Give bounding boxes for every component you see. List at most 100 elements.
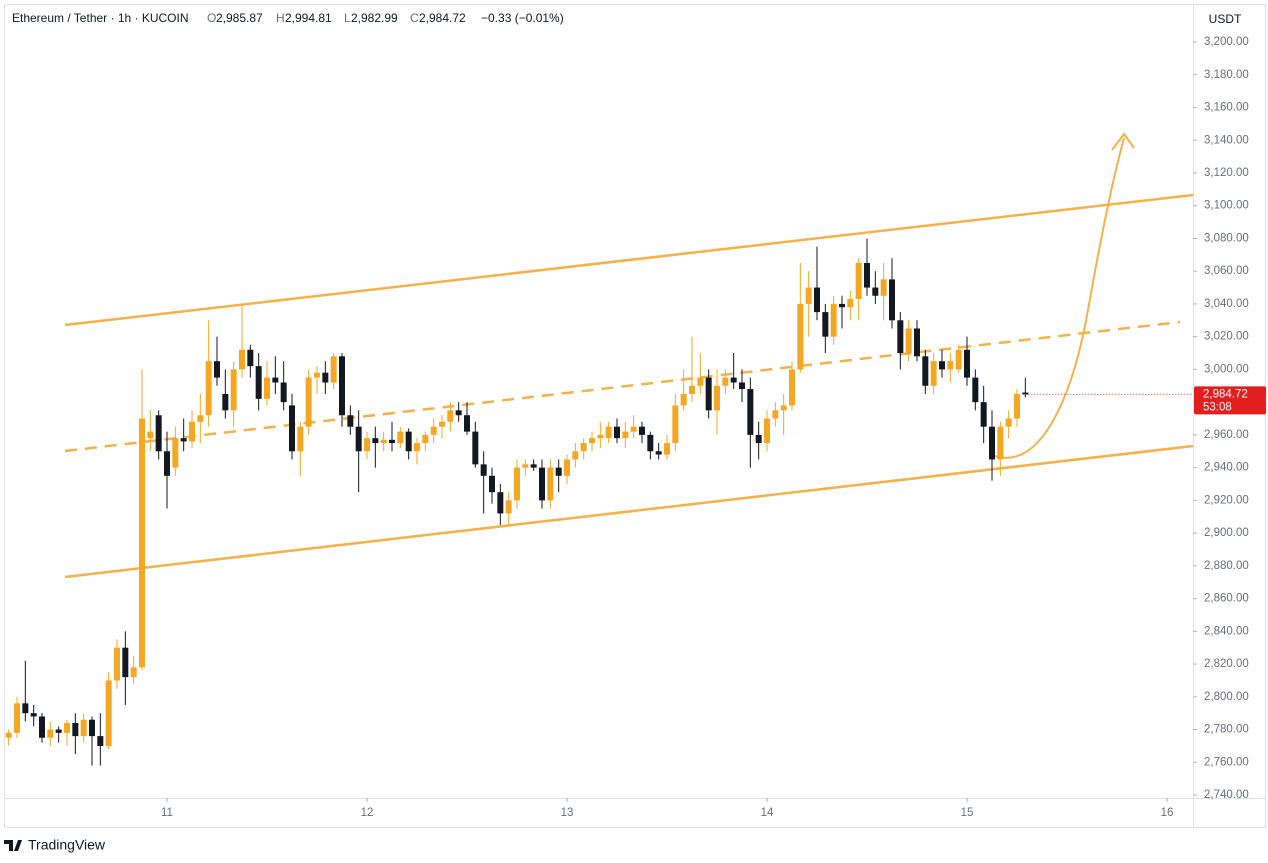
candle-body (180, 438, 187, 442)
y-tick-label: 2,780.00 (1204, 724, 1249, 736)
close-label: C (410, 11, 419, 25)
candle-body (955, 349, 962, 370)
candle-body (214, 361, 220, 378)
candle-body (997, 426, 1004, 460)
y-tick-label: 2,800.00 (1204, 691, 1249, 703)
x-tick-label: 14 (761, 807, 774, 819)
candle-body (47, 729, 54, 738)
open-value: 2,985.87 (216, 11, 263, 25)
candle-body (447, 410, 454, 422)
candle-body (789, 369, 795, 406)
y-tick-label: 3,080.00 (1204, 232, 1249, 244)
candle-body (472, 431, 479, 465)
candles (5, 238, 1029, 766)
candle-body (14, 703, 20, 733)
y-tick-label: 2,960.00 (1204, 429, 1249, 441)
y-tick-label: 3,180.00 (1204, 69, 1249, 81)
channel-lower (64, 444, 1194, 579)
candle-body (414, 443, 420, 452)
candle-body (622, 431, 629, 439)
candle-body (905, 328, 912, 354)
candle-body (230, 369, 237, 411)
y-tick-label: 3,060.00 (1204, 265, 1249, 277)
candle-body (897, 320, 904, 354)
candle-body (147, 431, 154, 439)
y-tick-label: 3,160.00 (1204, 102, 1249, 114)
candle-body (139, 418, 145, 668)
candle-body (480, 464, 487, 476)
candle-body (814, 287, 820, 313)
candle-body (547, 467, 554, 501)
candle-body (664, 443, 670, 455)
candle-body (597, 434, 604, 439)
candle-body (289, 405, 295, 452)
candle-body (589, 438, 595, 444)
projection-arrow (994, 137, 1125, 459)
candle-body (989, 426, 995, 460)
candle-body (1022, 392, 1029, 395)
candle-body (822, 312, 829, 337)
candle-body (939, 361, 945, 370)
y-tick-label: 2,920.00 (1204, 494, 1249, 506)
candle-body (339, 356, 345, 416)
last-price-box (1194, 386, 1266, 415)
candle-body (914, 328, 920, 357)
candle-body (847, 299, 854, 308)
candle-body (297, 426, 304, 452)
x-tick-label: 16 (1161, 807, 1174, 819)
candle-body (614, 426, 620, 439)
candle-body (864, 262, 870, 288)
candle-body (239, 349, 245, 370)
candle-body (639, 426, 645, 435)
y-tick-label: 2,880.00 (1204, 560, 1249, 572)
candle-body (764, 418, 770, 444)
frame (4, 4, 1266, 828)
candle-body (422, 434, 429, 444)
channel-drawing (64, 132, 1194, 579)
candle-body (364, 438, 370, 452)
y-tick-label: 2,760.00 (1204, 756, 1249, 768)
candle-body (64, 723, 70, 733)
close-value: 2,984.72 (419, 11, 466, 25)
candle-body (972, 377, 979, 403)
symbol-title: Ethereum / Tether · 1h · KUCOIN (12, 11, 189, 25)
candle-body (347, 415, 354, 427)
candle-body (747, 389, 754, 435)
brand-name: TradingView (28, 837, 106, 853)
candle-body (80, 719, 87, 737)
open-label: O (207, 11, 216, 25)
last-price-label: 2,984.72 (1203, 388, 1248, 400)
candle-body (497, 492, 504, 514)
candle-body (680, 393, 687, 406)
candle-body (105, 680, 112, 746)
candle-body (922, 356, 929, 386)
candle-body (372, 438, 379, 444)
candle-body (489, 475, 495, 493)
x-tick-label: 15 (961, 807, 974, 819)
candle-body (72, 723, 79, 737)
candle-body (505, 500, 512, 514)
candle-body (780, 405, 787, 411)
candle-body (947, 361, 954, 370)
candle-body (314, 372, 320, 378)
x-tick-label: 11 (161, 807, 173, 819)
candle-body (114, 647, 120, 681)
candle-body (797, 303, 804, 370)
candle-body (580, 443, 587, 452)
candle-body (272, 377, 279, 383)
candle-body (697, 377, 704, 386)
high-label: H (276, 11, 285, 25)
candle-body (980, 402, 987, 427)
y-tick-label: 3,040.00 (1204, 298, 1249, 310)
candle-body (5, 732, 12, 738)
y-tick-label: 2,860.00 (1204, 593, 1249, 605)
candle-body (739, 382, 745, 390)
candle-body (222, 393, 229, 411)
low-value: 2,982.99 (351, 11, 398, 25)
candle-body (839, 303, 845, 308)
candle-body (930, 361, 937, 386)
candle-body (89, 719, 95, 737)
candle-body (539, 467, 545, 501)
candle-body (830, 303, 837, 337)
